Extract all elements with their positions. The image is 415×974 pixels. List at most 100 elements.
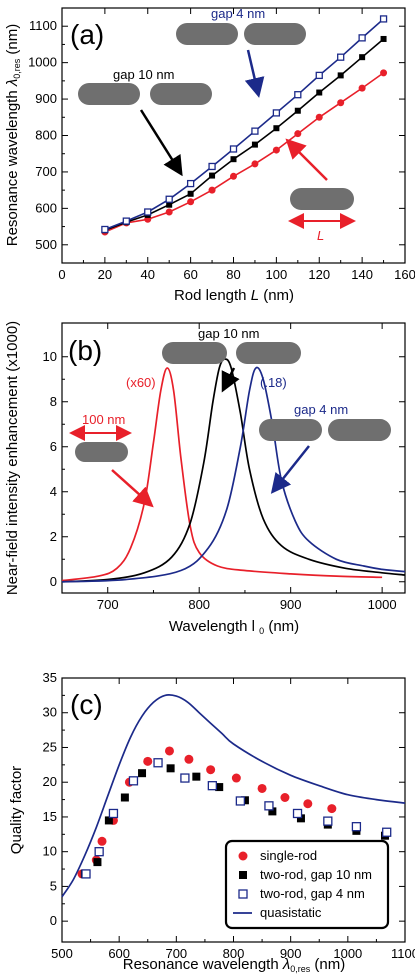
- data-point: [238, 851, 248, 861]
- data-point: [327, 804, 337, 814]
- x-tick-label: 900: [280, 946, 302, 961]
- x-tick-label: 100: [266, 267, 288, 282]
- data-point: [231, 773, 241, 783]
- y-tick-label: 700: [35, 164, 57, 179]
- data-point: [187, 190, 194, 197]
- data-point: [230, 156, 237, 163]
- y-tick-label: 500: [35, 237, 57, 252]
- data-point: [351, 822, 362, 832]
- x-tick-label: 600: [108, 946, 130, 961]
- x-axis-label-b: Wavelength l 0 (nm): [169, 618, 299, 636]
- panel-label-a: (a): [70, 19, 104, 50]
- data-point: [316, 89, 323, 96]
- rod-gap10-left: [78, 83, 140, 105]
- annotation-gap4-a: gap 4 nm: [211, 6, 265, 21]
- data-point: [153, 758, 163, 768]
- data-point: [296, 814, 305, 823]
- data-point: [303, 799, 313, 809]
- legend-label: quasistatic: [260, 905, 322, 920]
- data-point: [380, 35, 387, 42]
- data-point: [81, 869, 91, 879]
- y-tick-label: 20: [43, 774, 57, 789]
- arrow-single-b: [111, 469, 154, 508]
- data-point: [229, 145, 238, 153]
- spectrum-line-0: [61, 367, 383, 582]
- rod-gap4-right-b: [328, 419, 391, 441]
- spectrum-line-1: [61, 358, 406, 583]
- legend-box: [224, 839, 390, 930]
- quasistatic-line: [61, 693, 406, 898]
- annotation-x18: (.18): [260, 375, 287, 390]
- x-tick-label: 800: [188, 597, 210, 612]
- x-tick-label: 160: [394, 267, 415, 282]
- data-point: [122, 217, 130, 225]
- annotation-gap10-b: gap 10 nm: [198, 326, 259, 341]
- data-point: [144, 208, 152, 216]
- data-point: [294, 107, 301, 114]
- spectrum-line-2: [61, 366, 406, 583]
- data-point: [280, 792, 290, 802]
- x-tick-label: 60: [183, 267, 197, 282]
- data-point: [165, 208, 173, 216]
- data-point: [268, 807, 277, 816]
- legend-items: single-rod two-rod, gap 10 nm two-rod, gap…: [233, 848, 372, 920]
- x-tick-label: 1000: [333, 946, 362, 961]
- data-point: [138, 769, 147, 778]
- x-tick-label: 0: [58, 267, 65, 282]
- data-point: [337, 99, 345, 107]
- data-point: [292, 808, 303, 819]
- annotation-L: L: [317, 228, 324, 243]
- data-point: [257, 783, 267, 793]
- x-tick-label: 1100: [391, 946, 415, 961]
- y-tick-label: 0: [50, 913, 57, 928]
- data-point: [94, 847, 104, 857]
- x-tick-label: 140: [351, 267, 373, 282]
- series-line-0: [104, 72, 385, 233]
- data-point: [184, 754, 194, 764]
- y-axis-label-b: Near-field intensity enhancement (x1000): [4, 321, 21, 595]
- y-axis-label-a: Resonance wavelength λ0,res (nm): [4, 24, 22, 247]
- y-tick-label: 25: [43, 739, 57, 754]
- series-markers-c: [77, 746, 392, 879]
- data-point: [239, 871, 247, 879]
- data-point: [192, 772, 201, 781]
- x-tick-label: 20: [98, 267, 112, 282]
- y-tick-label: 10: [43, 349, 57, 364]
- y-tick-label: 5: [50, 878, 57, 893]
- data-point: [230, 172, 237, 180]
- data-point: [315, 71, 323, 80]
- data-point: [120, 793, 129, 802]
- panel-label-b: (b): [68, 335, 102, 366]
- data-point: [359, 54, 366, 61]
- panel-b: 700 800 900 1000 0 2 4 6 8 10 (b) Wavelength l 0 …: [4, 321, 406, 636]
- data-point: [315, 113, 323, 121]
- x-tick-label: 120: [308, 267, 330, 282]
- y-tick-label: 1000: [28, 55, 57, 70]
- y-axis-label-c: Quality factor: [8, 766, 25, 854]
- x-tick-label: 900: [280, 597, 302, 612]
- y-tick-label: 0: [50, 574, 57, 589]
- x-tick-label: 500: [51, 946, 73, 961]
- panel-label-c: (c): [70, 689, 103, 720]
- x-tick-label: 80: [226, 267, 240, 282]
- legend-label: two-rod, gap 10 nm: [260, 867, 372, 882]
- legend: single-rod two-rod, gap 10 nm two-rod, gap…: [224, 839, 390, 930]
- data-point: [166, 764, 175, 773]
- y-tick-label: 30: [43, 705, 57, 720]
- arrow-single-a: [285, 138, 328, 181]
- y-tick-label: 8: [50, 394, 57, 409]
- data-point: [337, 72, 344, 79]
- data-point: [251, 160, 259, 168]
- data-point: [251, 127, 259, 135]
- data-point: [164, 746, 174, 756]
- data-point: [187, 198, 195, 206]
- y-tick-label: 2: [50, 529, 57, 544]
- annotation-scale: 100 nm: [82, 412, 125, 427]
- data-point: [358, 34, 366, 42]
- data-point: [238, 889, 248, 899]
- rod-gap4-left-b: [259, 419, 322, 441]
- x-tick-label: 40: [141, 267, 155, 282]
- arrow-gap10-a: [139, 109, 183, 177]
- data-point: [358, 84, 366, 92]
- rod-gap10-right: [150, 83, 212, 105]
